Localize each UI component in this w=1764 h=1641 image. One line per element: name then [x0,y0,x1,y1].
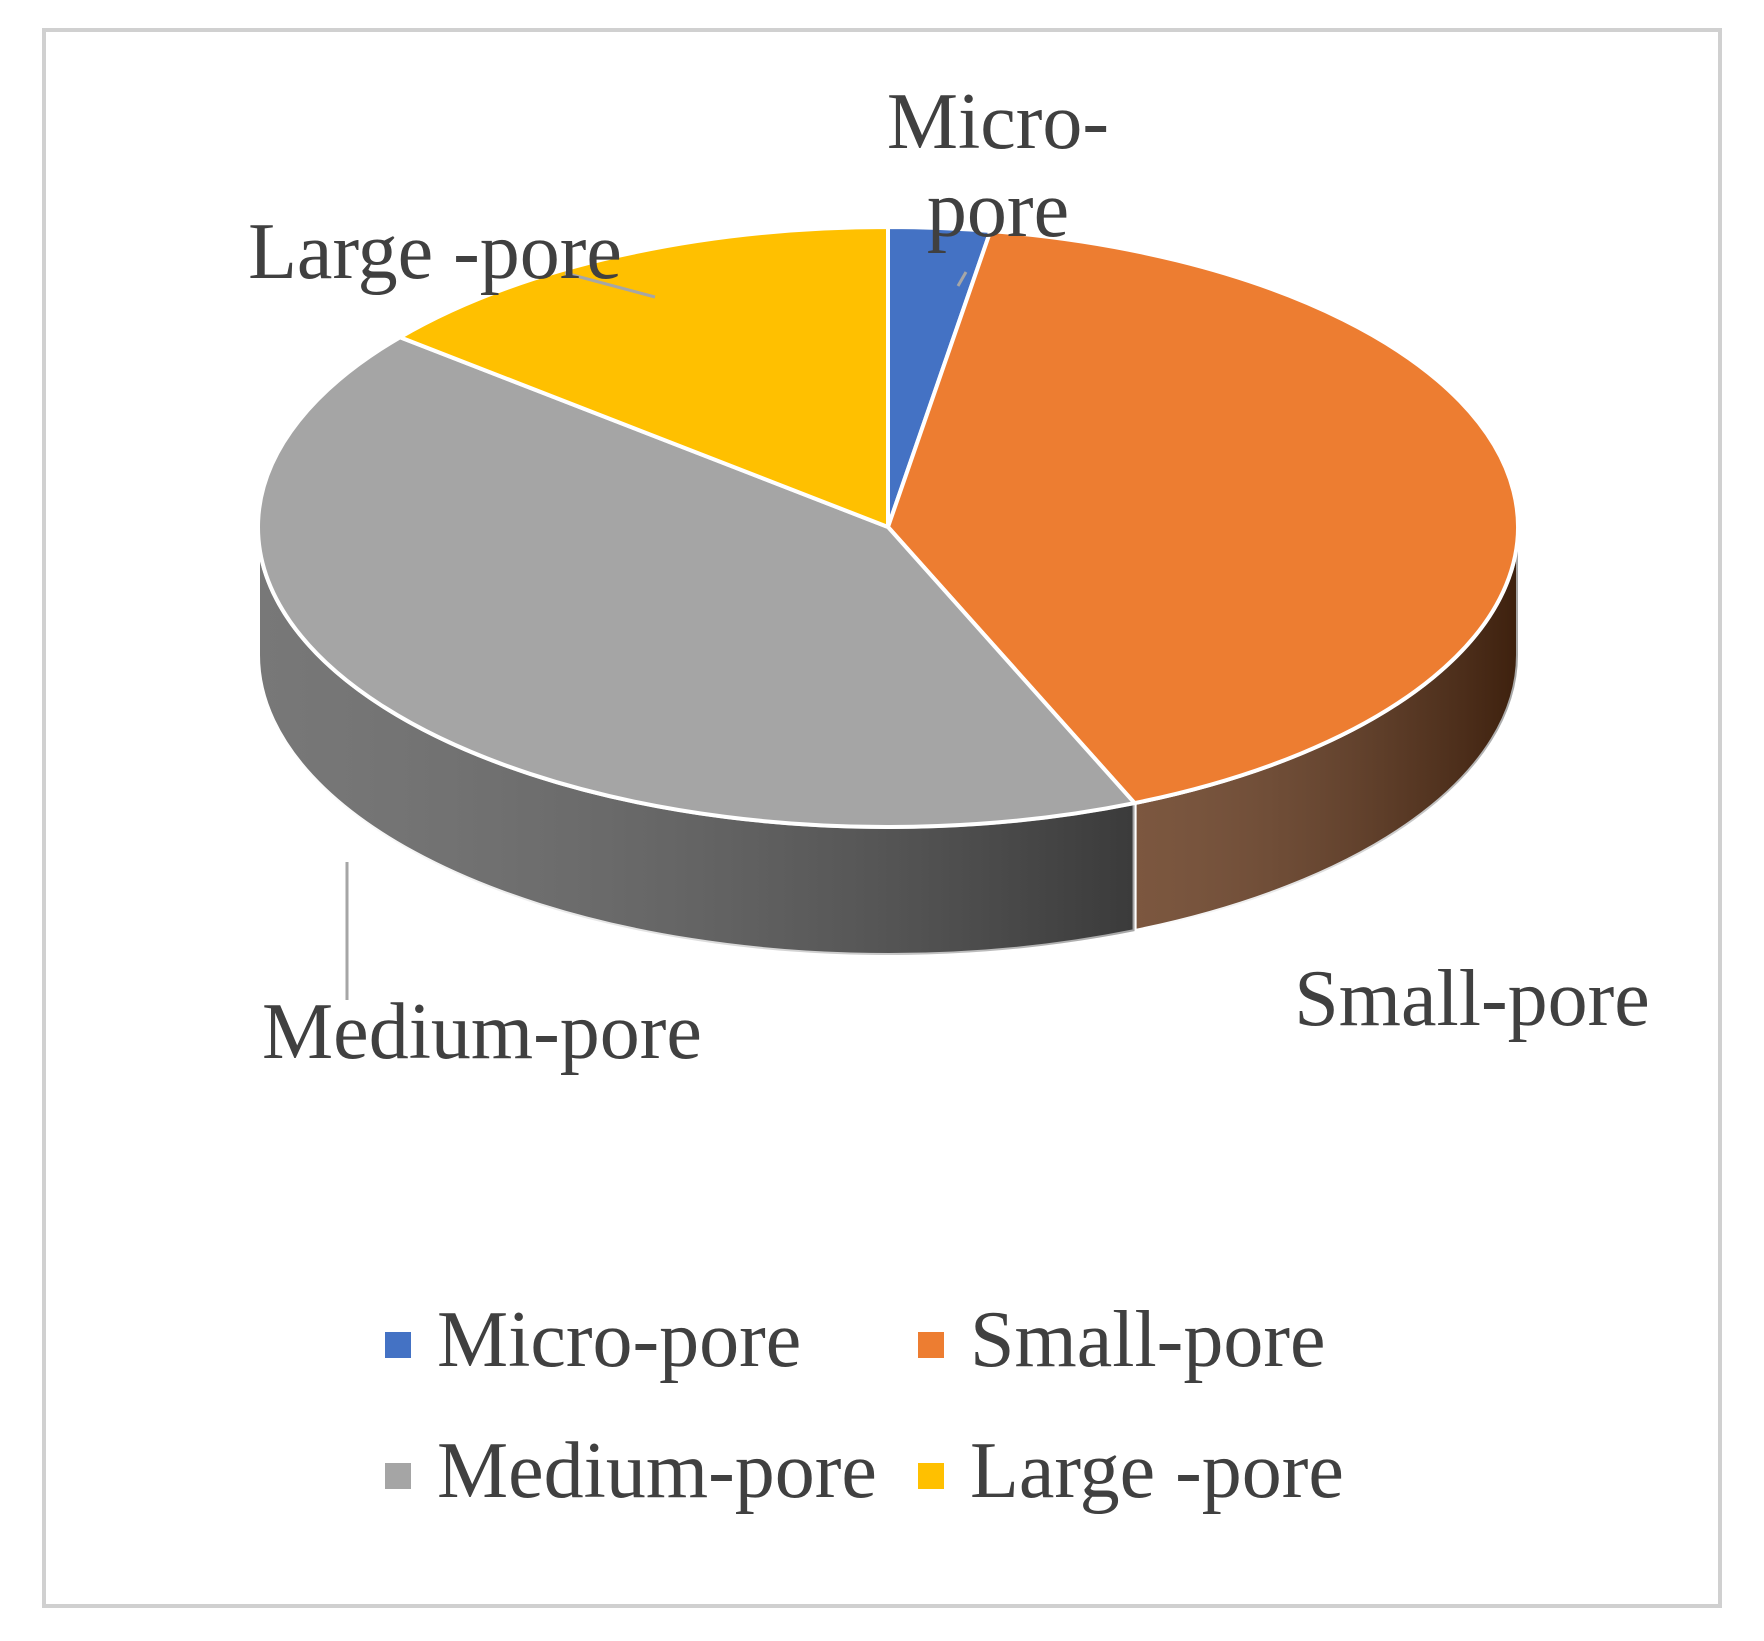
pie-slice-medium-pore [256,335,1137,829]
legend-swatch-micro-pore [385,1332,411,1358]
legend-label-micro-pore: Micro-pore [437,1296,801,1384]
data-label-micro-pore: Micro-pore [887,78,1109,254]
leader-lines [345,271,968,1000]
leader-line-0 [956,271,968,287]
pie-slice-large-pore [398,225,890,529]
legend-swatch-medium-pore [385,1463,411,1489]
legend: Micro-pore Small-pore Medium-pore Large -po… [385,1296,1344,1515]
legend-swatch-large-pore [918,1463,944,1489]
legend-label-small-pore: Small-pore [970,1296,1325,1384]
legend-swatch-small-pore [918,1332,944,1358]
data-label-medium-pore: Medium-pore [262,988,702,1076]
data-label-large-pore: Large -pore [248,208,622,296]
pie-tops [256,225,1520,829]
data-labels: Micro-pore Small-pore Medium-pore Large -po… [248,78,1650,1076]
pie-slice-small-pore [886,228,1520,806]
pie-side-shade-medium-pore [258,527,1135,955]
data-label-small-pore: Small-pore [1294,955,1649,1043]
legend-label-large-pore: Large -pore [970,1427,1344,1515]
leader-line-1 [564,271,656,299]
pie-side-shade-small-pore [1134,527,1518,932]
legend-label-medium-pore: Medium-pore [437,1427,877,1515]
